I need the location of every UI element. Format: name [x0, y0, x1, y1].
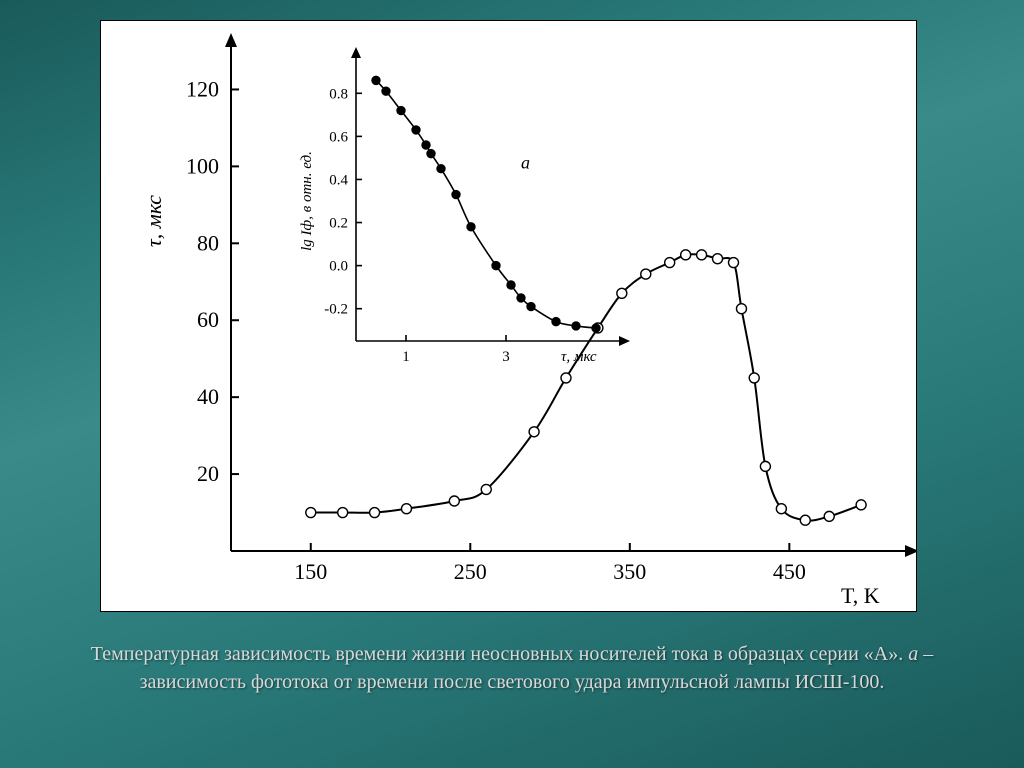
- svg-text:20: 20: [197, 461, 219, 486]
- figure-caption: Температурная зависимость времени жизни …: [82, 640, 942, 696]
- svg-text:τ, мкс: τ, мкс: [141, 195, 166, 247]
- svg-text:τ, мкс: τ, мкс: [561, 349, 597, 365]
- chart-panel: 150 250 350 450 20 40 60 80 100 120 T, K τ, мкс 1 3 -0…: [100, 20, 917, 612]
- svg-text:0.8: 0.8: [329, 86, 348, 102]
- svg-text:0.2: 0.2: [329, 216, 348, 232]
- svg-text:150: 150: [294, 559, 327, 584]
- svg-text:350: 350: [613, 559, 646, 584]
- caption-text-1: Температурная зависимость времени жизни …: [91, 643, 908, 665]
- svg-text:450: 450: [773, 559, 806, 584]
- svg-text:80: 80: [197, 230, 219, 255]
- slide-root: 150 250 350 450 20 40 60 80 100 120 T, K τ, мкс 1 3 -0…: [0, 0, 1024, 768]
- svg-text:a: a: [521, 153, 530, 173]
- svg-text:T, K: T, K: [841, 583, 880, 608]
- caption-a-symbol: a: [908, 643, 918, 665]
- svg-text:40: 40: [197, 384, 219, 409]
- svg-text:0.4: 0.4: [329, 172, 348, 188]
- svg-text:250: 250: [454, 559, 487, 584]
- chart-svg: 150 250 350 450 20 40 60 80 100 120 T, K τ, мкс 1 3 -0…: [101, 21, 916, 611]
- svg-text:0.6: 0.6: [329, 129, 348, 145]
- svg-text:100: 100: [186, 153, 219, 178]
- svg-text:3: 3: [502, 349, 510, 365]
- svg-text:60: 60: [197, 307, 219, 332]
- svg-text:1: 1: [402, 349, 410, 365]
- svg-text:lg Iф, в отн. ед.: lg Iф, в отн. ед.: [299, 151, 315, 251]
- svg-text:0.0: 0.0: [329, 259, 348, 275]
- svg-text:-0.2: -0.2: [324, 302, 348, 318]
- svg-text:120: 120: [186, 76, 219, 101]
